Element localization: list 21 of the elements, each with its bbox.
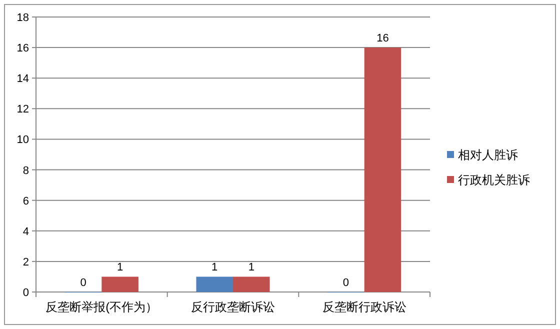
ytick: 0 [22,287,29,299]
data-label: 0 [342,277,349,289]
data-label: 16 [376,32,389,45]
ytick: 18 [16,12,29,24]
xtick: 反行政垄断诉讼 [191,300,275,314]
xtick: 反垄断行政诉讼 [322,300,406,314]
legend-label: 行政机关胜诉 [458,173,530,187]
data-label: 1 [248,262,254,274]
ytick: 12 [16,104,29,116]
data-label: 0 [80,277,86,289]
ytick: 14 [16,73,29,86]
data-label: 1 [117,262,124,274]
ytick: 6 [22,195,29,208]
xtick: 反垄断举报(不作为） [46,300,158,314]
ytick: 10 [16,134,29,146]
data-label: 1 [212,262,218,274]
legend-label: 相对人胜诉 [458,148,518,162]
ytick: 2 [22,256,29,268]
ytick: 16 [16,42,29,55]
ytick: 4 [22,226,29,238]
ytick: 8 [22,164,29,177]
